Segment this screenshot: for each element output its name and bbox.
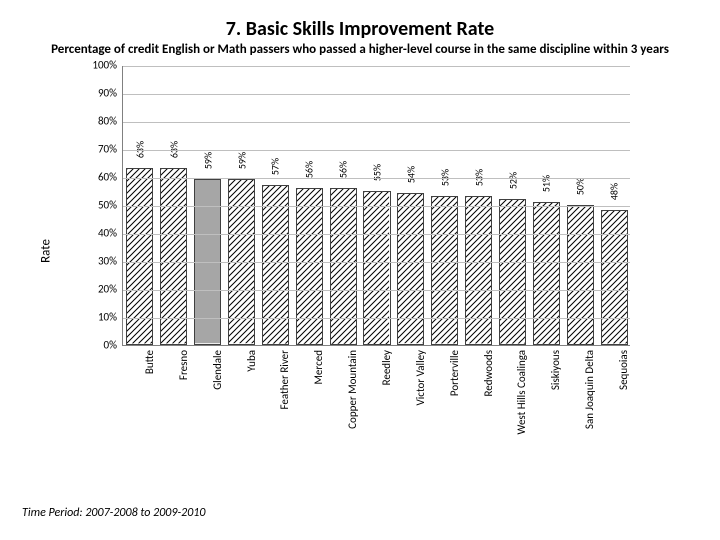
grid-line xyxy=(123,66,630,67)
x-tick-label: Fresno xyxy=(177,350,190,380)
x-tick-label: Reedley xyxy=(380,350,393,385)
y-tick-label: 70% xyxy=(98,142,123,155)
bar xyxy=(296,188,323,345)
x-tick-label: Merced xyxy=(312,350,325,384)
bar xyxy=(397,193,424,344)
y-tick-label: 30% xyxy=(98,254,123,267)
x-tick-label: Copper Mountain xyxy=(346,350,359,429)
y-tick-label: 90% xyxy=(98,86,123,99)
grid-line xyxy=(123,206,630,207)
y-tick-label: 40% xyxy=(98,226,123,239)
grid-line xyxy=(123,178,630,179)
chart-title: 7. Basic Skills Improvement Rate xyxy=(22,18,698,40)
chart-subtitle: Percentage of credit English or Math pas… xyxy=(40,42,680,58)
bar-value-label: 56% xyxy=(303,152,316,186)
footnote: Time Period: 2007-2008 to 2009-2010 xyxy=(22,506,205,520)
x-tick-label: Victor Valley xyxy=(414,350,427,405)
bar xyxy=(330,188,357,345)
y-tick-label: 80% xyxy=(98,114,123,127)
y-tick-label: 20% xyxy=(98,282,123,295)
grid-line xyxy=(123,94,630,95)
grid-line xyxy=(123,290,630,291)
y-tick-label: 50% xyxy=(98,198,123,211)
x-axis-labels: Butte Fresno Glendale Yuba Feather River Merc… xyxy=(122,350,630,440)
y-tick-label: 0% xyxy=(104,338,123,351)
grid-line xyxy=(123,122,630,123)
grid-line xyxy=(123,262,630,263)
y-tick-label: 10% xyxy=(98,310,123,323)
x-tick-label: Sequoias xyxy=(617,350,630,390)
bar xyxy=(363,191,390,345)
x-tick-label: West Hills Coalinga xyxy=(515,350,528,434)
bar xyxy=(567,205,594,345)
bar-value-label: 54% xyxy=(404,158,417,192)
y-tick-label: 100% xyxy=(92,58,123,71)
x-tick-label: Feather River xyxy=(278,350,291,409)
y-tick-label: 60% xyxy=(98,170,123,183)
x-tick-label: Siskiyous xyxy=(549,350,562,390)
bar xyxy=(601,210,628,344)
bar xyxy=(262,185,289,345)
x-tick-label: Redwoods xyxy=(482,350,495,396)
bar-value-label: 56% xyxy=(337,152,350,186)
bar-value-label: 51% xyxy=(540,166,553,200)
bar xyxy=(499,199,526,345)
grid-line xyxy=(123,318,630,319)
x-tick-label: Butte xyxy=(143,350,156,374)
bar xyxy=(465,196,492,344)
x-tick-label: San Joaquin Delta xyxy=(583,350,596,429)
chart-area: Rate 63%63%59%59%57%56%56%55%54%53%53%52… xyxy=(70,66,650,436)
grid-line xyxy=(123,234,630,235)
bar-value-label: 55% xyxy=(370,155,383,189)
bar-value-label: 50% xyxy=(574,169,587,203)
x-tick-label: Glendale xyxy=(211,350,224,390)
x-tick-label: Porterville xyxy=(448,350,461,396)
bar-value-label: 48% xyxy=(608,175,621,209)
bar xyxy=(431,196,458,344)
bar xyxy=(533,202,560,345)
grid-line xyxy=(123,150,630,151)
page: 7. Basic Skills Improvement Rate Percent… xyxy=(0,0,720,540)
x-tick-label: Yuba xyxy=(245,350,258,372)
y-axis-label: Rate xyxy=(38,239,53,263)
bar-value-label: 52% xyxy=(506,164,519,198)
plot-area: 63%63%59%59%57%56%56%55%54%53%53%52%51%5… xyxy=(122,66,630,346)
